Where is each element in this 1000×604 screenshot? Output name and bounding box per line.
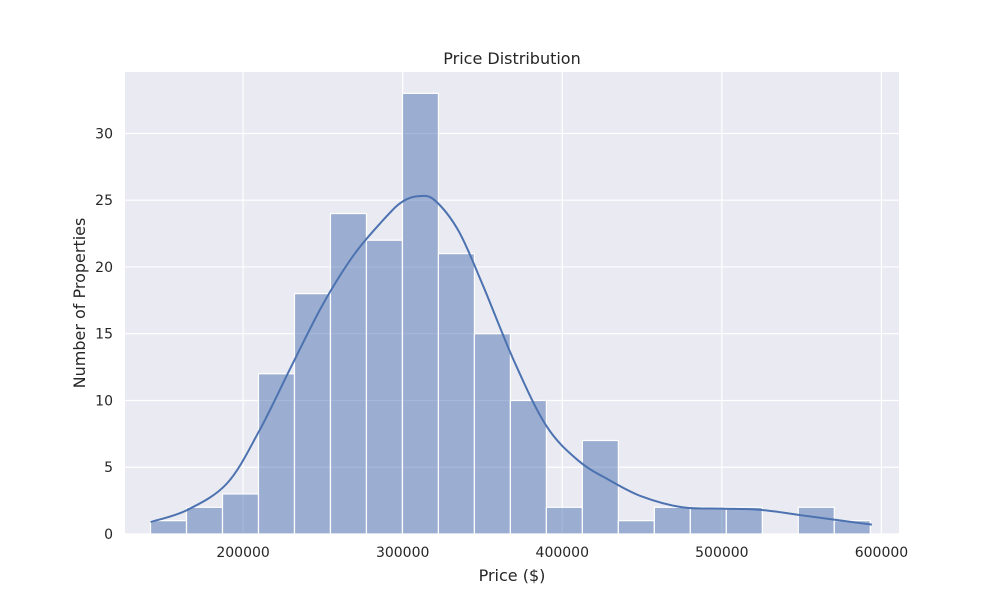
kde-curve: [150, 194, 873, 526]
y-tick-labels: 0 5 10 15 20 25 30: [95, 126, 113, 543]
histogram-bar: [293, 293, 332, 535]
y-tick-label: 15: [95, 327, 113, 343]
x-tick-label: 200000: [216, 545, 269, 561]
histogram-bar: [185, 506, 224, 535]
histogram-bar: [653, 506, 691, 535]
histogram-bar: [581, 439, 619, 535]
y-tick-label: 25: [95, 193, 113, 209]
histogram-bar: [365, 239, 404, 535]
histogram-bar: [509, 399, 547, 535]
histogram-bar: [689, 506, 727, 535]
histogram-bar: [617, 520, 655, 535]
histogram-bar: [545, 506, 583, 535]
y-tick-label: 10: [95, 393, 113, 409]
histogram-bar: [797, 506, 835, 535]
chart-title: Price Distribution: [443, 49, 580, 68]
histogram-bar: [221, 493, 260, 535]
x-tick-label: 600000: [855, 545, 908, 561]
histogram-bar: [437, 252, 476, 535]
histogram-bar: [149, 520, 188, 535]
x-axis-label: Price ($): [479, 566, 546, 585]
histogram-bar: [725, 506, 763, 535]
histogram-bar: [473, 333, 512, 535]
y-tick-label: 30: [95, 126, 113, 142]
x-tick-label: 500000: [695, 545, 748, 561]
x-tick-label: 300000: [376, 545, 429, 561]
x-tick-labels: 200000 300000 400000 500000 600000: [216, 545, 908, 561]
histogram-bar: [401, 92, 440, 535]
x-tick-label: 400000: [536, 545, 589, 561]
grid: [125, 72, 899, 535]
y-tick-label: 20: [95, 260, 113, 276]
y-tick-label: 5: [104, 460, 113, 476]
y-tick-label: 0: [104, 527, 113, 543]
histogram-bars: [149, 92, 871, 535]
y-axis-label: Number of Properties: [70, 218, 89, 389]
